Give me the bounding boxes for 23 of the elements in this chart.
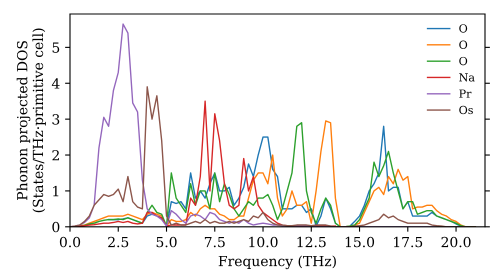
legend-label: Na bbox=[459, 73, 475, 82]
y-tick-label: 5 bbox=[52, 42, 60, 53]
x-tick-label: 15.0 bbox=[346, 236, 374, 248]
x-tick-label: 0.0 bbox=[60, 236, 80, 248]
y-axis-title: Phonon projected DOS (States/THz·primitive cell) bbox=[16, 28, 46, 212]
x-tick-label: 7.5 bbox=[204, 236, 225, 248]
x-tick-label: 20.0 bbox=[442, 236, 471, 248]
y-tick-label: 1 bbox=[53, 186, 58, 196]
y-tick-label: 3 bbox=[52, 114, 60, 125]
y-tick-label: 0 bbox=[52, 222, 60, 232]
legend-label: Os bbox=[459, 106, 473, 114]
x-tick-label: 17.5 bbox=[394, 236, 422, 248]
x-tick-label: 10.0 bbox=[249, 236, 278, 248]
y-tick-label: 4 bbox=[52, 78, 60, 89]
legend-label: O bbox=[459, 24, 468, 33]
legend-label: O bbox=[459, 40, 468, 49]
x-axis-title: Frequency (THz) bbox=[218, 256, 336, 270]
y-tick-label: 2 bbox=[52, 150, 59, 160]
x-tick-label: 12.5 bbox=[298, 236, 326, 248]
legend-label: O bbox=[459, 56, 468, 66]
legend-label: Pr bbox=[459, 90, 472, 98]
x-tick-label: 5.0 bbox=[156, 236, 177, 248]
x-tick-label: 2.5 bbox=[108, 236, 128, 248]
